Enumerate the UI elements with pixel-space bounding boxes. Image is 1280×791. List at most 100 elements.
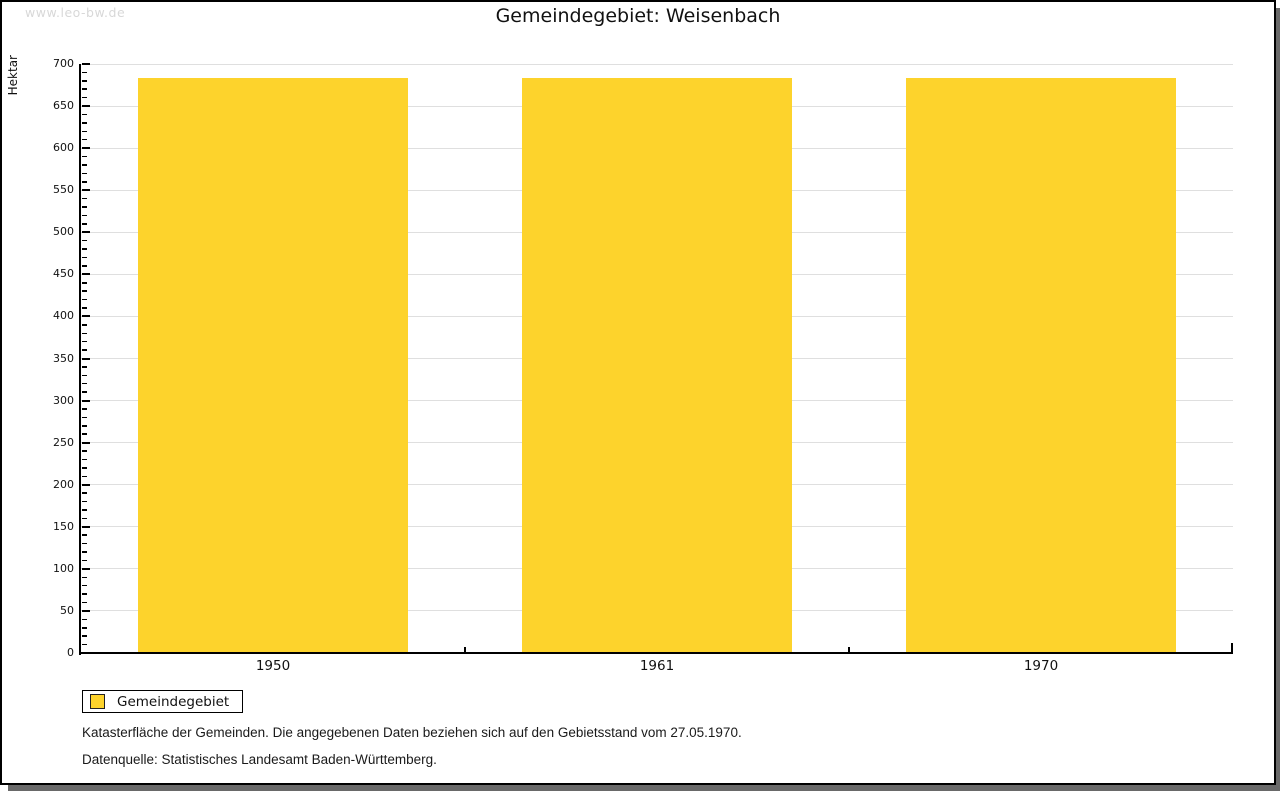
y-minor-tick: [82, 164, 87, 166]
y-major-tick: [82, 567, 90, 570]
y-minor-tick: [82, 239, 87, 242]
y-major-tick: [82, 147, 90, 150]
y-minor-tick: [82, 349, 87, 351]
y-tick-label: 400: [53, 309, 74, 323]
y-major-tick: [82, 441, 90, 444]
gridline: [81, 63, 1233, 65]
x-axis-end-tick: [1231, 643, 1233, 653]
y-minor-tick: [82, 433, 87, 435]
y-minor-tick: [82, 467, 87, 469]
y-minor-tick: [82, 256, 87, 259]
y-minor-tick: [82, 425, 87, 427]
chart-title: Gemeindegebiet: Weisenbach: [495, 5, 781, 27]
y-minor-tick: [82, 88, 87, 90]
y-major-tick: [82, 315, 90, 318]
y-minor-tick: [82, 248, 87, 250]
y-tick-label: 450: [53, 267, 74, 281]
y-tick-label: 50: [60, 603, 74, 617]
y-major-tick: [82, 609, 90, 612]
y-minor-tick: [82, 206, 87, 208]
y-minor-tick: [82, 517, 87, 520]
y-minor-tick: [82, 618, 87, 621]
x-axis-line: [79, 652, 1233, 654]
y-minor-tick: [82, 96, 87, 99]
category-separator-tick: [464, 647, 466, 653]
x-tick-label: 1950: [255, 658, 291, 674]
y-minor-tick: [82, 332, 87, 334]
y-major-tick: [82, 273, 90, 276]
y-minor-tick: [82, 223, 87, 225]
y-minor-tick: [82, 416, 87, 419]
y-minor-tick: [82, 601, 87, 604]
y-minor-tick: [82, 122, 87, 124]
y-minor-tick: [82, 593, 87, 595]
y-minor-tick: [82, 627, 87, 629]
y-tick-label: 250: [53, 435, 74, 449]
y-tick-label: 150: [53, 519, 74, 533]
y-minor-tick: [82, 576, 87, 579]
y-minor-tick: [82, 542, 87, 545]
y-major-tick: [82, 525, 90, 528]
y-minor-tick: [82, 324, 87, 326]
y-major-tick: [82, 357, 90, 360]
y-minor-tick: [82, 509, 87, 511]
y-major-tick: [82, 105, 90, 108]
y-minor-tick: [82, 492, 87, 494]
y-minor-tick: [82, 290, 87, 292]
y-major-tick: [82, 399, 90, 402]
watermark: www.leo-bw.de: [25, 5, 126, 20]
y-minor-tick: [82, 214, 87, 217]
y-minor-tick: [82, 181, 87, 183]
bar-1950: [138, 78, 408, 653]
legend-label: Gemeindegebiet: [117, 693, 230, 710]
x-tick-label: 1961: [639, 658, 675, 674]
y-minor-tick: [82, 197, 87, 200]
y-major-tick: [82, 63, 90, 65]
y-tick-label: 650: [53, 99, 74, 113]
y-tick-label: 700: [53, 57, 74, 70]
y-minor-tick: [82, 265, 87, 267]
y-tick-label: 0: [67, 646, 74, 659]
y-minor-tick: [82, 475, 87, 478]
y-minor-tick: [82, 374, 87, 377]
y-minor-tick: [82, 307, 87, 309]
y-minor-tick: [82, 458, 87, 461]
y-minor-tick: [82, 408, 87, 410]
y-major-tick: [82, 231, 90, 234]
y-minor-tick: [82, 643, 87, 646]
x-tick-label: 1970: [1023, 658, 1059, 674]
y-minor-tick: [82, 138, 87, 141]
footer-source: Datenquelle: Statistisches Landesamt Bad…: [82, 752, 437, 767]
y-minor-tick: [82, 559, 87, 562]
footer-note: Katasterfläche der Gemeinden. Die angege…: [82, 725, 742, 740]
bar-1970: [906, 78, 1176, 653]
y-minor-tick: [82, 155, 87, 158]
y-tick-label: 550: [53, 183, 74, 197]
y-tick-label: 600: [53, 141, 74, 155]
y-tick-label: 350: [53, 351, 74, 365]
y-minor-tick: [82, 282, 87, 284]
y-tick-label: 300: [53, 393, 74, 407]
bar-1961: [522, 78, 792, 653]
y-minor-tick: [82, 534, 87, 536]
y-minor-tick: [82, 382, 87, 385]
y-tick-label: 100: [53, 561, 74, 575]
y-minor-tick: [82, 172, 87, 175]
y-minor-tick: [82, 584, 87, 587]
legend-swatch-icon: [90, 694, 105, 709]
y-tick-label: 500: [53, 225, 74, 239]
y-minor-tick: [82, 298, 87, 301]
y-minor-tick: [82, 635, 87, 637]
legend: Gemeindegebiet: [82, 690, 244, 713]
y-minor-tick: [82, 130, 87, 133]
y-minor-tick: [82, 340, 87, 343]
y-minor-tick: [82, 391, 87, 393]
y-minor-tick: [82, 500, 87, 503]
y-minor-tick: [82, 450, 87, 452]
y-tick-label: 200: [53, 477, 74, 491]
y-minor-tick: [82, 80, 87, 82]
y-minor-tick: [82, 551, 87, 553]
y-minor-tick: [82, 113, 87, 116]
